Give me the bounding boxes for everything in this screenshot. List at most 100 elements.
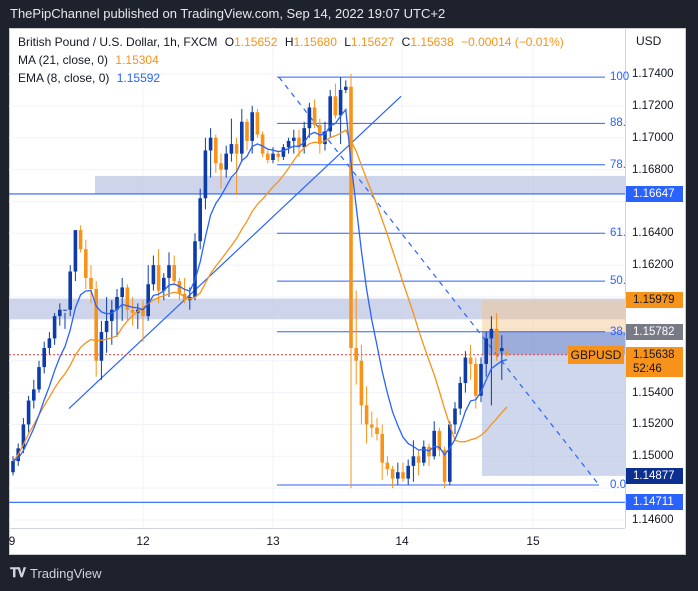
- brand-name: TradingView: [30, 565, 102, 581]
- demand-zone: [9, 298, 625, 320]
- candle-body: [286, 140, 291, 148]
- candle-body: [260, 134, 265, 154]
- candle-body: [11, 461, 15, 473]
- ema-value: 1.15592: [116, 71, 161, 85]
- candle-body: [21, 424, 26, 449]
- candle-body: [505, 352, 509, 355]
- tradingview-brand[interactable]: 𝐓𝐕 TradingView: [10, 565, 102, 581]
- fib-label: 0.0: [610, 478, 626, 491]
- price-tick: 1.17400: [632, 68, 674, 80]
- candle-body: [422, 446, 426, 463]
- chart-pane[interactable]: [9, 28, 625, 528]
- candle-body: [302, 128, 306, 148]
- candle-body: [52, 316, 57, 339]
- price-chart-canvas[interactable]: [9, 28, 625, 528]
- candle-body: [297, 137, 301, 148]
- symbol-title: British Pound / U.S. Dollar, 1h, FXCM: [18, 35, 218, 49]
- candle-body: [229, 144, 234, 154]
- candle-body: [292, 137, 296, 141]
- position-stop-zone: [482, 300, 625, 332]
- candle-body: [214, 137, 218, 164]
- right-edge-bar: [686, 28, 698, 555]
- ma21-line: [12, 129, 508, 462]
- price-tick: 1.15200: [632, 418, 674, 431]
- price-tick: 1.15400: [632, 386, 674, 399]
- symbol-price-tag: GBPUSD: [568, 346, 624, 364]
- candle-body: [494, 328, 499, 352]
- candle-body: [162, 277, 166, 291]
- chart-legend: British Pound / U.S. Dollar, 1h, FXCM O1…: [18, 33, 568, 87]
- candle-body: [500, 347, 504, 352]
- ema-indicator-row[interactable]: EMA (8, close, 0) 1.15592: [18, 69, 568, 87]
- candle-body: [203, 150, 208, 199]
- candle-body: [442, 449, 447, 482]
- tradingview-logo-icon: 𝐓𝐕: [10, 565, 26, 580]
- candle-body: [458, 383, 462, 409]
- candle-body: [390, 469, 395, 479]
- candle-body: [167, 265, 171, 278]
- price-tick: 1.16200: [632, 259, 674, 272]
- price-tick: 1.16800: [632, 163, 674, 176]
- candle-body: [448, 424, 452, 482]
- fib-label: 78.: [610, 158, 626, 171]
- ohlc-row: British Pound / U.S. Dollar, 1h, FXCM O1…: [18, 33, 568, 51]
- candle-body: [354, 347, 358, 361]
- candle-body: [479, 363, 483, 396]
- price-label: 1.14711: [626, 494, 683, 511]
- candle-body: [411, 456, 416, 466]
- candle-body: [99, 332, 104, 361]
- candle-body: [58, 309, 62, 317]
- time-tick: 12: [136, 534, 150, 548]
- candle-body: [344, 86, 348, 90]
- candle-body: [115, 297, 119, 310]
- candle-body: [432, 430, 436, 457]
- candle-body: [276, 153, 280, 157]
- candle-body: [26, 400, 31, 425]
- fib-trend-dashed: [278, 76, 600, 486]
- candle-body: [338, 89, 343, 116]
- candle-body: [73, 230, 78, 272]
- fib-label: 88.: [610, 117, 626, 130]
- ma-indicator-row[interactable]: MA (21, close, 0) 1.15304: [18, 51, 568, 69]
- candle-body: [281, 147, 286, 157]
- ohlc-close: C1.15638: [401, 35, 454, 49]
- candle-body: [385, 462, 390, 470]
- candle-body: [255, 112, 260, 135]
- price-label: 1.15979: [626, 292, 683, 309]
- candle-body: [245, 121, 249, 141]
- ohlc-open: O1.15652: [224, 35, 278, 49]
- candle-body: [125, 287, 130, 310]
- candle-body: [364, 405, 369, 425]
- candle-body: [89, 277, 93, 290]
- price-label: 1.16647: [626, 185, 683, 202]
- time-tick: 9: [8, 534, 16, 548]
- candle-body: [359, 360, 364, 406]
- candle-body: [333, 96, 338, 116]
- ma-label: MA (21, close, 0): [18, 53, 109, 67]
- candle-body: [84, 249, 88, 278]
- candle-body: [151, 265, 156, 285]
- price-tick: 1.15000: [632, 450, 674, 463]
- candle-body: [78, 230, 83, 250]
- candle-body: [328, 96, 332, 132]
- candle-body: [484, 338, 488, 364]
- candle-body: [401, 472, 405, 479]
- candle-body: [63, 309, 67, 311]
- ohlc-change: −0.00014 (−0.01%): [461, 35, 564, 49]
- candle-body: [489, 328, 494, 339]
- candle-body: [110, 309, 114, 321]
- candle-body: [437, 430, 442, 450]
- fib-label: 50.: [610, 275, 626, 288]
- candle-body: [468, 357, 473, 364]
- price-scale-currency: USD: [636, 34, 662, 48]
- candle-body: [120, 287, 124, 298]
- time-axis[interactable]: [9, 528, 625, 555]
- price-tick: 1.17200: [632, 99, 674, 112]
- ohlc-low: L1.15627: [344, 35, 395, 49]
- candle-body: [307, 107, 312, 129]
- ema8-line: [12, 107, 508, 462]
- candle-body: [224, 153, 228, 170]
- price-scale[interactable]: [625, 28, 686, 528]
- price-label: 1.15638 52:46: [626, 346, 683, 377]
- candle-body: [375, 427, 379, 434]
